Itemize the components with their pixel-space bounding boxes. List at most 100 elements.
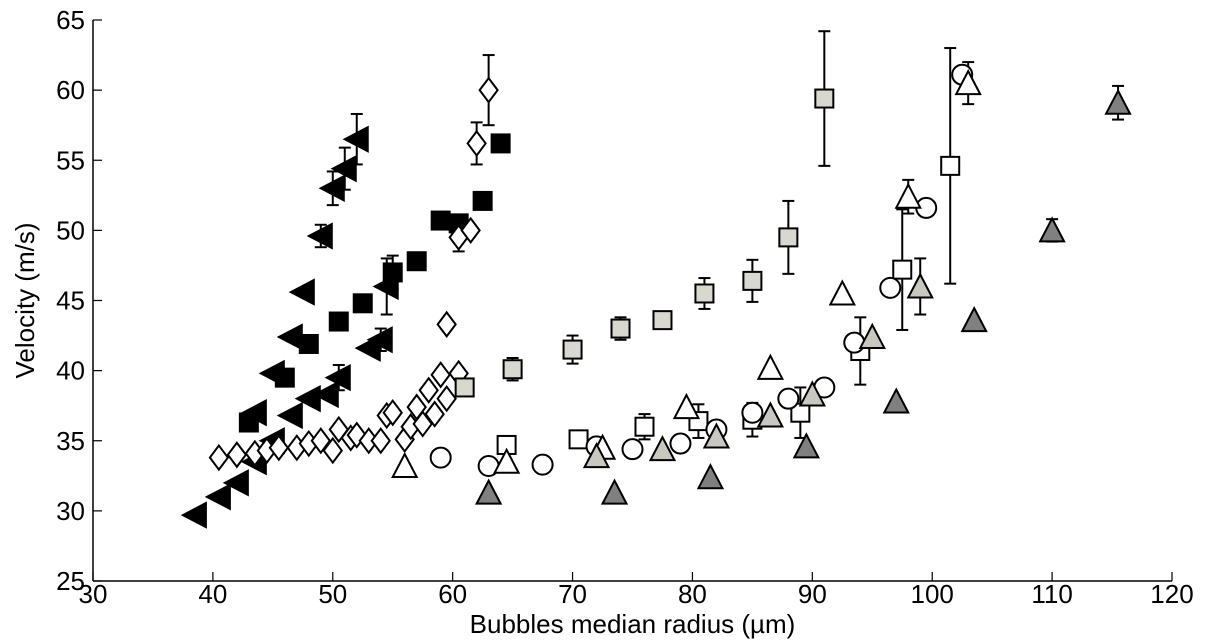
data-point-series-3 <box>418 376 439 404</box>
data-point-series-6 <box>843 331 866 354</box>
x-tick-label: 70 <box>558 579 587 609</box>
data-point-series-6 <box>621 438 644 461</box>
data-point-series-3 <box>436 310 457 339</box>
y-tick-label: 35 <box>56 426 85 456</box>
data-point-series-5 <box>634 416 655 437</box>
data-point-series-1 <box>288 278 315 306</box>
data-point-series-3 <box>310 427 332 455</box>
data-point-series-1 <box>180 501 207 529</box>
data-point-series-1 <box>276 401 303 430</box>
x-tick-label: 40 <box>198 579 227 609</box>
data-point-series-8 <box>648 435 677 462</box>
data-point-series-3 <box>208 443 230 472</box>
y-tick-label: 55 <box>56 145 85 175</box>
data-point-series-8 <box>702 422 731 449</box>
data-point-series-3 <box>370 427 391 455</box>
y-tick-label: 65 <box>56 5 85 35</box>
data-point-series-1 <box>306 222 333 250</box>
x-tick-label: 30 <box>79 579 108 609</box>
data-point-series-8 <box>582 442 611 469</box>
data-point-series-3 <box>436 385 457 413</box>
data-point-series-2 <box>382 262 403 283</box>
data-point-series-1 <box>294 385 321 413</box>
data-point-series-4 <box>562 339 583 360</box>
y-tick-label: 30 <box>56 496 85 526</box>
data-point-series-8 <box>798 380 826 407</box>
data-point-series-7 <box>828 279 856 306</box>
data-point-series-7 <box>492 447 521 474</box>
data-markers <box>180 63 1132 529</box>
data-point-series-3 <box>412 410 433 438</box>
data-point-series-6 <box>531 453 554 476</box>
y-axis-label: Velocity (m/s) <box>10 222 40 378</box>
data-point-series-1 <box>312 380 339 409</box>
data-point-series-7 <box>894 182 922 209</box>
data-point-series-3 <box>460 216 481 245</box>
x-tick-label: 120 <box>1150 579 1193 609</box>
data-point-series-8 <box>906 272 934 299</box>
data-point-series-4 <box>694 283 715 304</box>
data-point-series-2 <box>406 251 427 272</box>
data-point-series-6 <box>879 276 902 299</box>
data-point-series-9 <box>1038 216 1066 243</box>
y-tick-label: 45 <box>56 286 85 316</box>
data-point-series-7 <box>954 68 982 96</box>
data-point-series-7 <box>672 392 701 420</box>
data-point-series-6 <box>669 432 692 455</box>
data-point-series-1 <box>342 125 369 153</box>
data-point-series-2 <box>490 133 511 154</box>
data-point-series-4 <box>610 318 631 339</box>
data-point-series-1 <box>324 363 351 392</box>
data-point-series-2 <box>274 367 295 388</box>
data-point-series-1 <box>222 469 249 497</box>
data-point-series-9 <box>600 478 629 505</box>
data-point-series-1 <box>366 326 393 354</box>
x-tick-label: 100 <box>911 579 954 609</box>
data-point-series-9 <box>1104 88 1132 115</box>
data-point-series-7 <box>756 353 785 380</box>
data-point-series-4 <box>502 359 523 380</box>
y-tick-label: 60 <box>56 75 85 105</box>
data-point-series-3 <box>322 436 344 465</box>
data-point-series-9 <box>474 478 503 505</box>
data-point-series-9 <box>882 387 910 414</box>
data-point-series-3 <box>226 441 248 469</box>
data-point-series-5 <box>568 429 589 450</box>
data-point-series-3 <box>424 400 445 428</box>
data-point-series-1 <box>204 483 231 511</box>
axes: 30 40 50 60 70 80 90 100 110 12025303540455055606… <box>56 5 1194 609</box>
data-point-series-3 <box>466 129 487 158</box>
data-point-series-2 <box>328 311 349 332</box>
data-point-series-8 <box>756 401 785 428</box>
data-point-series-3 <box>478 76 499 104</box>
data-point-series-4 <box>778 227 799 248</box>
x-axis-label: Bubbles median radius (µm) <box>470 609 796 639</box>
data-point-series-2 <box>298 333 319 354</box>
data-point-series-4 <box>742 270 763 291</box>
data-point-series-7 <box>391 451 419 478</box>
data-point-series-1 <box>330 155 357 183</box>
data-point-series-9 <box>792 432 820 459</box>
data-point-series-1 <box>276 323 303 351</box>
data-point-series-2 <box>238 412 259 433</box>
data-point-series-5 <box>940 155 961 176</box>
y-tick-label: 40 <box>56 356 85 386</box>
data-point-series-4 <box>652 310 673 331</box>
data-point-series-2 <box>472 190 493 211</box>
x-tick-label: 90 <box>798 579 827 609</box>
x-tick-label: 60 <box>438 579 467 609</box>
data-point-series-2 <box>352 293 373 314</box>
data-point-series-1 <box>318 174 345 202</box>
data-point-series-4 <box>814 88 835 109</box>
data-point-series-6 <box>777 387 800 410</box>
y-tick-label: 25 <box>56 566 85 596</box>
x-tick-label: 110 <box>1031 579 1072 609</box>
data-point-series-6 <box>741 401 764 424</box>
data-point-series-3 <box>382 399 403 427</box>
x-tick-label: 80 <box>678 579 707 609</box>
data-point-series-9 <box>960 305 988 333</box>
data-point-series-4 <box>454 377 475 398</box>
y-tick-label: 50 <box>56 215 85 245</box>
data-point-series-5 <box>892 259 913 280</box>
